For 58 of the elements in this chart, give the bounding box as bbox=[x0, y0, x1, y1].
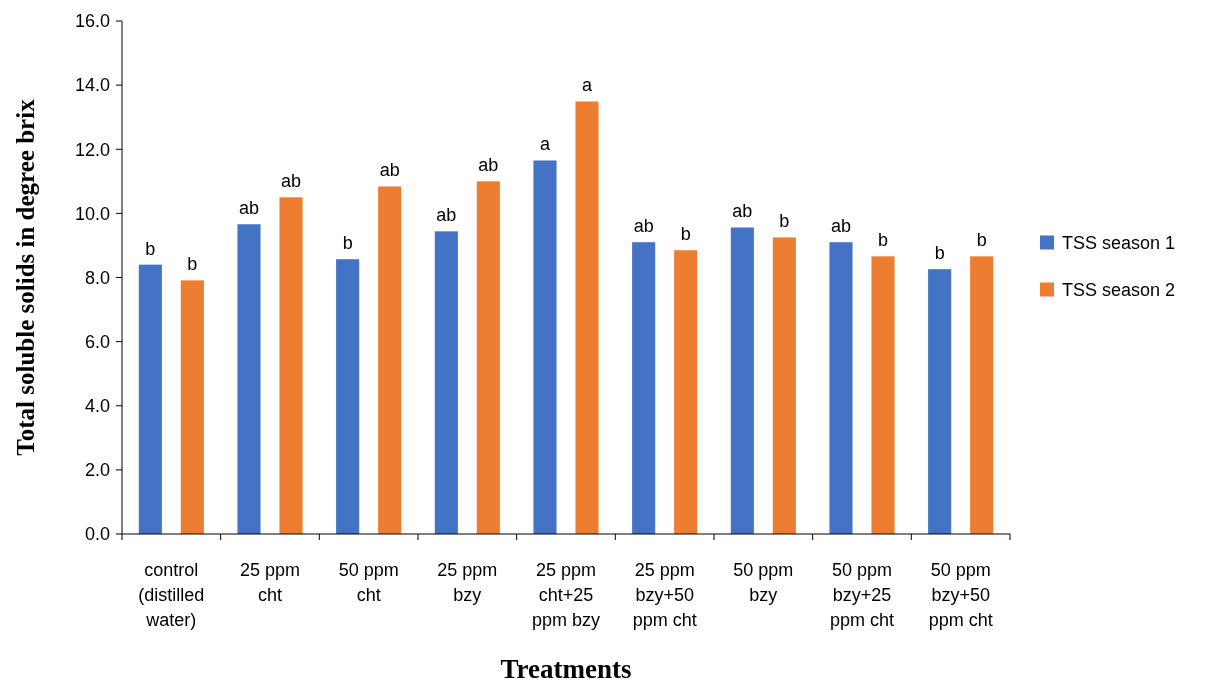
data-label: b bbox=[342, 233, 353, 254]
bar bbox=[180, 280, 204, 534]
bar bbox=[476, 181, 500, 534]
x-tick-label: 25 ppm cht bbox=[239, 560, 301, 605]
y-tick-label: 10.0 bbox=[74, 203, 110, 224]
data-label: a bbox=[539, 134, 551, 155]
data-label: ab bbox=[478, 155, 499, 176]
bar bbox=[871, 256, 895, 534]
data-label: b bbox=[976, 230, 987, 251]
y-tick-label: 12.0 bbox=[74, 139, 110, 160]
data-label: a bbox=[582, 75, 593, 96]
bar bbox=[336, 259, 360, 534]
x-tick-label: 50 ppm bzy+50 ppm cht bbox=[928, 560, 993, 630]
bar bbox=[970, 256, 994, 534]
data-label: b bbox=[878, 230, 889, 251]
bar bbox=[434, 231, 458, 534]
y-tick-label: 16.0 bbox=[74, 11, 110, 32]
legend-label: TSS season 2 bbox=[1062, 279, 1176, 300]
data-label: b bbox=[145, 238, 156, 259]
data-label: ab bbox=[238, 198, 260, 219]
data-label: b bbox=[934, 243, 945, 264]
y-tick-label: 0.0 bbox=[84, 524, 110, 545]
y-tick-label: 8.0 bbox=[84, 267, 110, 288]
data-label: b bbox=[779, 211, 790, 232]
x-axis-title: Treatments bbox=[500, 654, 632, 684]
bar bbox=[237, 224, 261, 534]
legend-label: TSS season 1 bbox=[1062, 232, 1176, 253]
x-tick-label: 25 ppm cht+25 ppm bzy bbox=[531, 560, 601, 630]
data-label: ab bbox=[633, 216, 654, 237]
bar bbox=[632, 242, 656, 534]
x-tick-label: 25 ppm bzy+50 ppm cht bbox=[632, 560, 697, 630]
bar bbox=[772, 237, 796, 534]
bar bbox=[279, 197, 303, 534]
x-tick-label: 50 ppm bzy bbox=[733, 560, 794, 605]
bar bbox=[533, 160, 557, 534]
y-tick-label: 4.0 bbox=[84, 396, 110, 417]
bar bbox=[674, 250, 698, 534]
data-label: ab bbox=[436, 205, 457, 226]
x-tick-label: 50 ppm cht bbox=[338, 560, 399, 605]
bar bbox=[575, 101, 599, 534]
data-label: b bbox=[187, 254, 198, 275]
y-tick-label: 6.0 bbox=[84, 331, 110, 352]
data-label: b bbox=[680, 224, 691, 245]
bar bbox=[829, 242, 853, 534]
bar bbox=[378, 186, 402, 534]
data-label: ab bbox=[379, 160, 400, 181]
y-tick-label: 2.0 bbox=[84, 460, 110, 481]
y-axis-title: Total soluble solids in degree brix bbox=[12, 98, 39, 456]
x-tick-label: 25 ppm bzy bbox=[437, 560, 498, 605]
x-tick-label: 50 ppm bzy+25 ppm cht bbox=[829, 560, 895, 630]
data-label: ab bbox=[732, 201, 753, 222]
y-tick-label: 14.0 bbox=[74, 75, 110, 96]
data-label: ab bbox=[830, 216, 852, 237]
data-label: ab bbox=[280, 171, 302, 192]
x-tick-label: control (distilled water) bbox=[138, 560, 205, 630]
bar bbox=[138, 264, 162, 534]
bar bbox=[730, 227, 754, 534]
bar bbox=[928, 269, 952, 534]
